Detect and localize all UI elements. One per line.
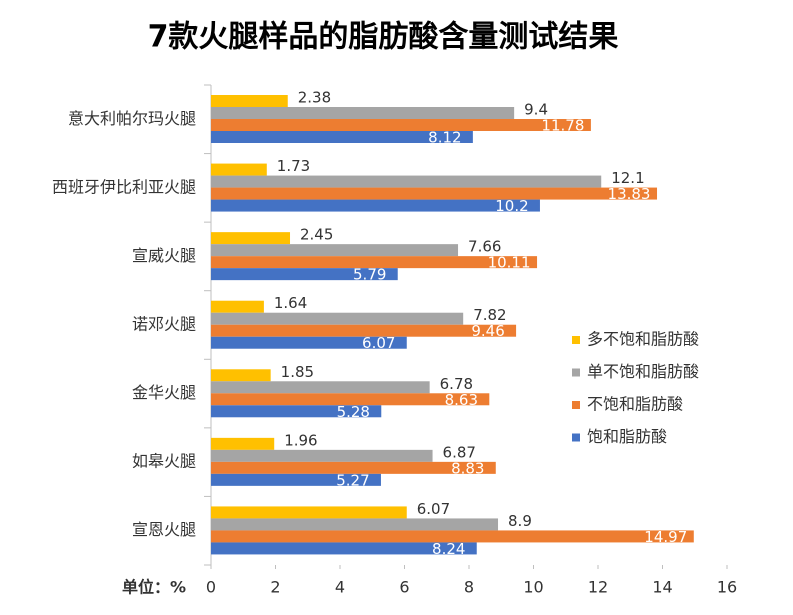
value-label: 11.78	[541, 117, 584, 135]
bar	[211, 473, 381, 486]
x-tick-label: 14	[652, 578, 672, 597]
value-label: 8.9	[508, 512, 532, 530]
value-label: 7.66	[468, 238, 501, 256]
legend-swatch	[572, 368, 580, 377]
bar	[211, 163, 267, 176]
legend-label: 不饱和脂肪酸	[587, 395, 683, 414]
x-tick-label: 2	[270, 578, 280, 597]
value-label: 2.45	[300, 226, 333, 244]
bar	[211, 300, 264, 313]
value-label: 8.63	[445, 391, 478, 409]
legend-swatch	[572, 401, 580, 409]
bar	[211, 369, 271, 382]
bar	[211, 542, 477, 555]
bar	[211, 244, 459, 257]
bar	[211, 107, 515, 119]
value-label: 8.12	[428, 129, 461, 147]
value-label: 6.87	[443, 443, 476, 461]
bar	[211, 324, 517, 337]
value-label: 1.73	[277, 157, 310, 175]
bar	[211, 119, 591, 131]
legend-label: 多不饱和脂肪酸	[587, 330, 699, 349]
value-label: 1.85	[281, 363, 314, 381]
bar	[211, 405, 382, 418]
value-label: 1.64	[274, 294, 307, 312]
value-label: 1.96	[284, 431, 317, 449]
x-axis-label: 单位：%	[122, 578, 186, 597]
legend-swatch	[572, 433, 580, 442]
value-label: 6.07	[362, 334, 395, 352]
value-label: 2.38	[298, 89, 331, 107]
bar	[211, 199, 540, 212]
value-label: 9.46	[471, 322, 504, 340]
y-tick-label: 宣恩火腿	[132, 520, 196, 539]
x-tick-label: 4	[335, 578, 345, 597]
value-label: 13.83	[608, 185, 651, 203]
x-tick-label: 6	[399, 578, 409, 597]
value-label: 10.11	[488, 254, 531, 272]
value-label: 12.1	[611, 169, 644, 187]
y-tick-label: 如皋火腿	[132, 452, 196, 471]
bar	[211, 256, 538, 269]
bar	[211, 518, 499, 531]
bar	[211, 175, 602, 188]
x-tick-label: 0	[206, 578, 216, 597]
value-label: 5.79	[353, 266, 386, 284]
chart-title: 7款火腿样品的脂肪酸含量测试结果	[148, 20, 619, 55]
bar	[211, 187, 658, 200]
y-tick-label: 诺邓火腿	[132, 315, 196, 334]
value-label: 8.24	[432, 540, 465, 558]
legend-swatch	[572, 336, 580, 344]
bar	[211, 95, 288, 107]
value-label: 10.2	[495, 197, 528, 215]
y-tick-label: 意大利帕尔玛火腿	[68, 109, 196, 128]
y-tick-label: 宣威火腿	[132, 246, 196, 265]
bar	[211, 232, 291, 245]
value-label: 9.4	[524, 101, 548, 119]
value-label: 5.28	[337, 403, 370, 421]
x-tick-label: 12	[588, 578, 608, 597]
bar	[211, 449, 433, 462]
value-label: 7.82	[473, 306, 506, 324]
legend-label: 单不饱和脂肪酸	[587, 362, 699, 381]
bar	[211, 131, 473, 143]
value-label: 14.97	[644, 528, 687, 546]
value-label: 5.27	[336, 471, 369, 489]
bar	[211, 393, 490, 406]
value-label: 6.78	[440, 375, 473, 393]
bar	[211, 268, 398, 281]
value-label: 8.83	[451, 459, 484, 477]
y-tick-label: 西班牙伊比利亚火腿	[52, 177, 196, 196]
value-label: 6.07	[417, 500, 450, 518]
x-tick-label: 10	[523, 578, 543, 597]
bar	[211, 461, 496, 474]
bar	[211, 312, 464, 325]
bar	[211, 506, 407, 519]
bar	[211, 336, 407, 349]
x-tick-label: 8	[464, 578, 474, 597]
legend-label: 饱和脂肪酸	[587, 427, 667, 446]
bar	[211, 437, 275, 450]
y-tick-label: 金华火腿	[132, 383, 196, 402]
bar	[211, 381, 430, 394]
bar	[211, 530, 694, 543]
x-tick-label: 16	[717, 578, 737, 597]
